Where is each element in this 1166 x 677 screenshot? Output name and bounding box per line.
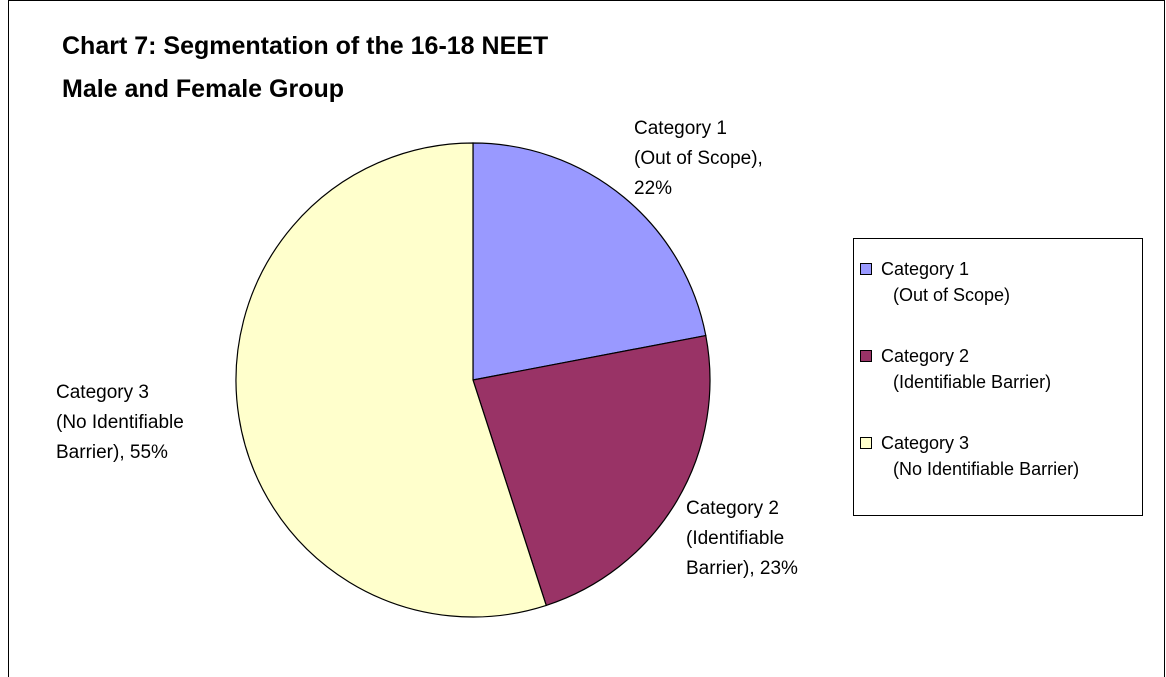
legend-item: Category 2 (Identifiable Barrier) (860, 343, 1051, 395)
legend-label: Category 2 (Identifiable Barrier) (881, 346, 1052, 392)
chart-border (8, 0, 1165, 677)
legend-item: Category 1 (Out of Scope) (860, 256, 1010, 308)
legend-label: Category 3 (No Identifiable Barrier) (881, 433, 1080, 479)
legend: Category 1 (Out of Scope) Category 2 (Ident… (853, 238, 1143, 516)
pie-slice (235, 142, 547, 618)
legend-swatch (860, 437, 872, 449)
pie-slice (472, 142, 707, 381)
data-label: Category 3 (No Identifiable Barrier), 55% (56, 382, 184, 463)
pie-slice (472, 334, 711, 607)
legend-label: Category 1 (Out of Scope) (881, 259, 1011, 305)
data-label: Category 1 (Out of Scope), 22% (634, 118, 763, 199)
legend-swatch (860, 350, 872, 362)
data-label: Category 2 (Identifiable Barrier), 23% (686, 498, 798, 579)
legend-swatch (860, 263, 872, 275)
chart-title: Chart 7: Segmentation of the 16-18 NEET … (62, 32, 549, 103)
legend-item: Category 3 (No Identifiable Barrier) (860, 430, 1079, 482)
